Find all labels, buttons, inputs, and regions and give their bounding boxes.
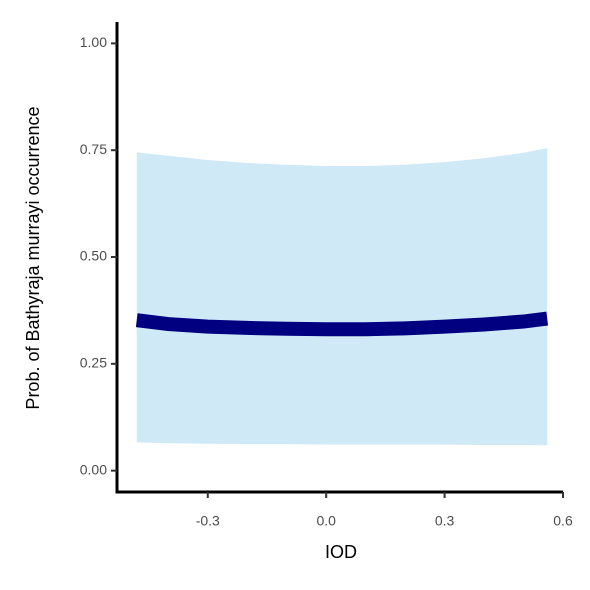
x-tick-label: -0.3 bbox=[196, 513, 220, 529]
x-tick-label: 0.6 bbox=[553, 513, 573, 529]
y-tick-label: 0.25 bbox=[80, 355, 107, 371]
y-tick-label: 0.00 bbox=[80, 461, 107, 477]
x-tick-label: 0.3 bbox=[435, 513, 455, 529]
x-tick-label: 0.0 bbox=[316, 513, 336, 529]
confidence-band bbox=[136, 148, 548, 446]
y-axis-title: Prob. of Bathyraja murrayi occurrence bbox=[23, 106, 43, 409]
mean-line bbox=[135, 311, 549, 337]
x-axis-title: IOD bbox=[325, 542, 357, 562]
y-tick-label: 0.75 bbox=[80, 141, 107, 157]
y-tick-label: 1.00 bbox=[80, 34, 107, 50]
y-tick-label: 0.50 bbox=[80, 248, 107, 264]
